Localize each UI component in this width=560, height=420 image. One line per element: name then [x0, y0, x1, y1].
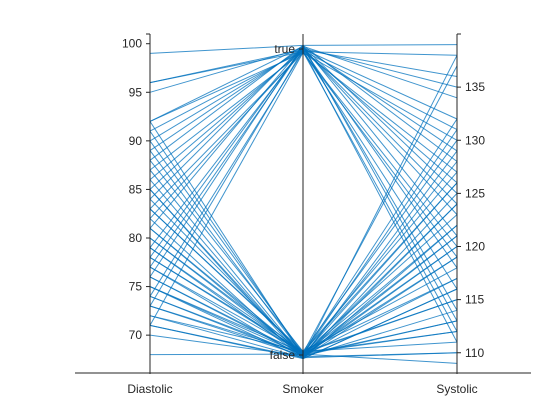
tick-label-systolic-135: 135: [465, 80, 485, 94]
tick-label-diastolic-95: 95: [129, 85, 143, 99]
axes: [75, 33, 531, 374]
tick-label-diastolic-90: 90: [129, 134, 143, 148]
category-label-systolic: Systolic: [436, 382, 477, 396]
tick-label-diastolic-80: 80: [129, 231, 143, 245]
tick-label-diastolic-75: 75: [129, 280, 143, 294]
tick-label-systolic-120: 120: [465, 240, 485, 254]
tick-label-diastolic-85: 85: [129, 182, 143, 196]
tick-label-false: false: [270, 348, 296, 362]
tick-label-diastolic-70: 70: [129, 328, 143, 342]
tick-label-diastolic-100: 100: [122, 37, 142, 51]
category-label-smoker: Smoker: [282, 382, 323, 396]
axis-labels: 70 75 80 85 90 95 100 false true 110 115 120 125 130 1…: [122, 37, 485, 396]
category-label-diastolic: Diastolic: [127, 382, 172, 396]
tick-label-systolic-130: 130: [465, 133, 485, 147]
tick-label-systolic-110: 110: [465, 346, 484, 360]
tick-label-systolic-125: 125: [465, 186, 485, 200]
tick-label-true: true: [274, 42, 295, 56]
tick-label-systolic-115: 115: [465, 293, 484, 307]
